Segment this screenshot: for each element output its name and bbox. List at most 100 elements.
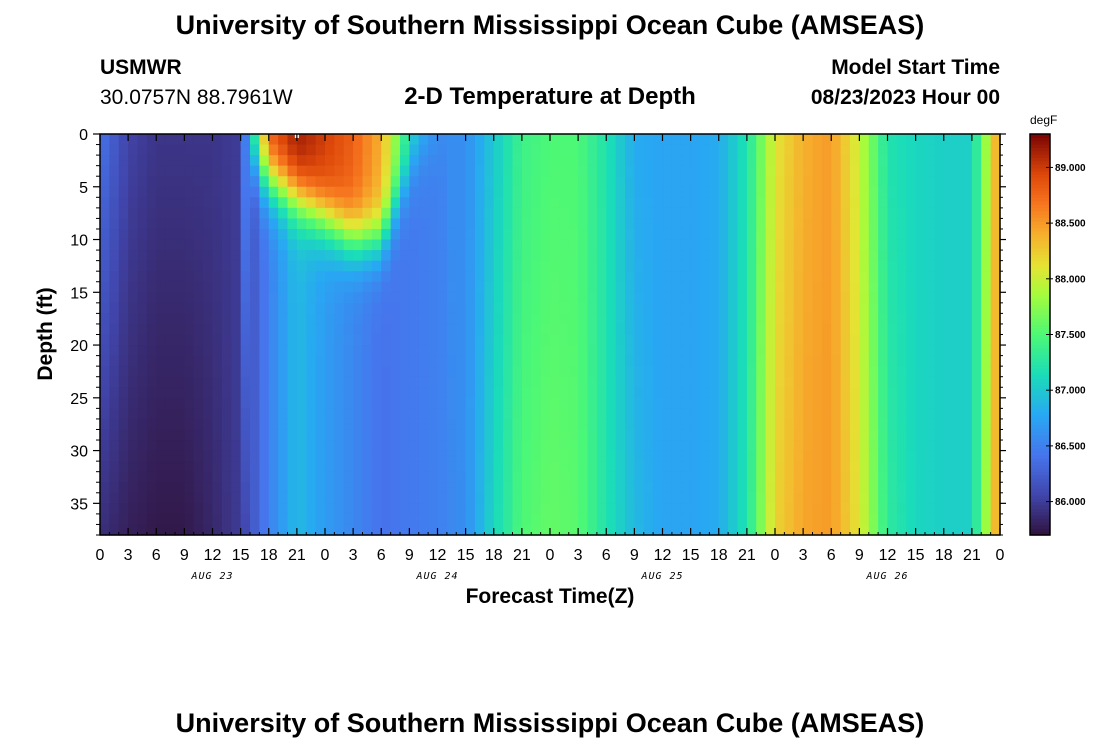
heatmap-cell [381, 471, 392, 483]
heatmap-cell [784, 313, 795, 325]
heatmap-cell [990, 228, 1001, 241]
heatmap-cell [812, 366, 823, 378]
heatmap-cell [953, 134, 964, 146]
heatmap-cell [512, 524, 523, 536]
heatmap-cell [812, 176, 823, 188]
heatmap-cell [971, 450, 982, 462]
heatmap-cell [653, 366, 664, 378]
heatmap-cell [803, 450, 814, 462]
heatmap-cell [653, 345, 664, 357]
heatmap-cell [175, 450, 185, 462]
heatmap-cell [362, 492, 373, 504]
heatmap-cell [700, 492, 710, 504]
heatmap-cell [821, 334, 832, 346]
heatmap-cell [484, 408, 495, 420]
heatmap-cell [165, 418, 176, 431]
heatmap-cell [568, 429, 579, 441]
heatmap-cell [118, 387, 129, 399]
heatmap-cell [953, 250, 964, 262]
heatmap-cell [306, 429, 317, 441]
heatmap-cell [971, 503, 982, 515]
heatmap-cell [681, 334, 692, 346]
heatmap-cell [250, 397, 260, 409]
colorbar-segment [1030, 214, 1050, 219]
colorbar-segment [1030, 217, 1050, 222]
heatmap-cell [437, 260, 448, 272]
heatmap-cell [709, 429, 720, 441]
heatmap-cell [596, 387, 607, 399]
heatmap-cell [465, 345, 476, 357]
heatmap-cell [268, 471, 279, 483]
heatmap-cell [681, 450, 692, 462]
heatmap-cell [803, 397, 814, 409]
heatmap-cell [325, 492, 335, 504]
heatmap-cell [690, 218, 701, 230]
heatmap-cell [540, 492, 551, 504]
heatmap-cell [934, 366, 945, 378]
heatmap-cell [203, 292, 214, 304]
heatmap-cell [915, 397, 926, 409]
heatmap-cell [343, 302, 354, 314]
heatmap-cell [540, 345, 551, 357]
heatmap-cell [934, 471, 945, 483]
heatmap-cell [850, 355, 860, 367]
heatmap-cell [334, 271, 345, 283]
heatmap-cell [503, 524, 514, 536]
heatmap-cell [821, 260, 832, 272]
heatmap-cell [512, 302, 523, 314]
heatmap-cell [156, 292, 167, 304]
heatmap-cell [821, 418, 832, 431]
heatmap-cell [334, 165, 345, 177]
heatmap-cell [409, 323, 420, 336]
heatmap-cell [737, 524, 748, 536]
heatmap-cell [400, 250, 410, 262]
heatmap-cell [446, 239, 457, 251]
heatmap-cell [221, 292, 232, 304]
heatmap-cell [146, 260, 157, 272]
heatmap-cell [100, 197, 110, 209]
heatmap-cell [915, 503, 926, 515]
heatmap-cell [915, 482, 926, 494]
heatmap-cell [428, 218, 439, 230]
x-tick-label: 18 [485, 547, 503, 564]
heatmap-cell [531, 387, 542, 399]
heatmap-cell [306, 513, 317, 526]
heatmap-cell [165, 492, 176, 504]
heatmap-cell [221, 461, 232, 473]
heatmap-cell [718, 450, 729, 462]
heatmap-cell [278, 387, 289, 399]
heatmap-cell [428, 450, 439, 462]
heatmap-cell [587, 250, 598, 262]
heatmap-cell [418, 503, 429, 515]
heatmap-cell [859, 260, 870, 272]
heatmap-cell [700, 429, 710, 441]
heatmap-cell [343, 207, 354, 220]
heatmap-cell [559, 429, 570, 441]
heatmap-cell [784, 524, 795, 536]
heatmap-cell [925, 461, 935, 473]
heatmap-cell [456, 471, 467, 483]
heatmap-cell [737, 323, 748, 336]
heatmap-cell [287, 228, 298, 241]
heatmap-cell [971, 260, 982, 272]
heatmap-cell [278, 366, 289, 378]
heatmap-cell [840, 513, 851, 526]
heatmap-cell [850, 524, 860, 536]
heatmap-cell [643, 366, 654, 378]
heatmap-cell [943, 144, 954, 156]
heatmap-cell [887, 461, 898, 473]
colorbar-segment [1030, 140, 1050, 145]
heatmap-cell [203, 482, 214, 494]
colorbar-unit: degF [1030, 113, 1058, 127]
heatmap-cell [203, 492, 214, 504]
heatmap-cell [315, 450, 326, 462]
heatmap-cell [446, 345, 457, 357]
heatmap-cell [634, 292, 645, 304]
heatmap-cell [353, 144, 364, 156]
heatmap-cell [662, 450, 673, 462]
heatmap-cell [971, 302, 982, 314]
heatmap-cell [100, 271, 110, 283]
heatmap-cell [400, 355, 410, 367]
heatmap-cell [878, 376, 889, 388]
heatmap-cell [653, 482, 664, 494]
